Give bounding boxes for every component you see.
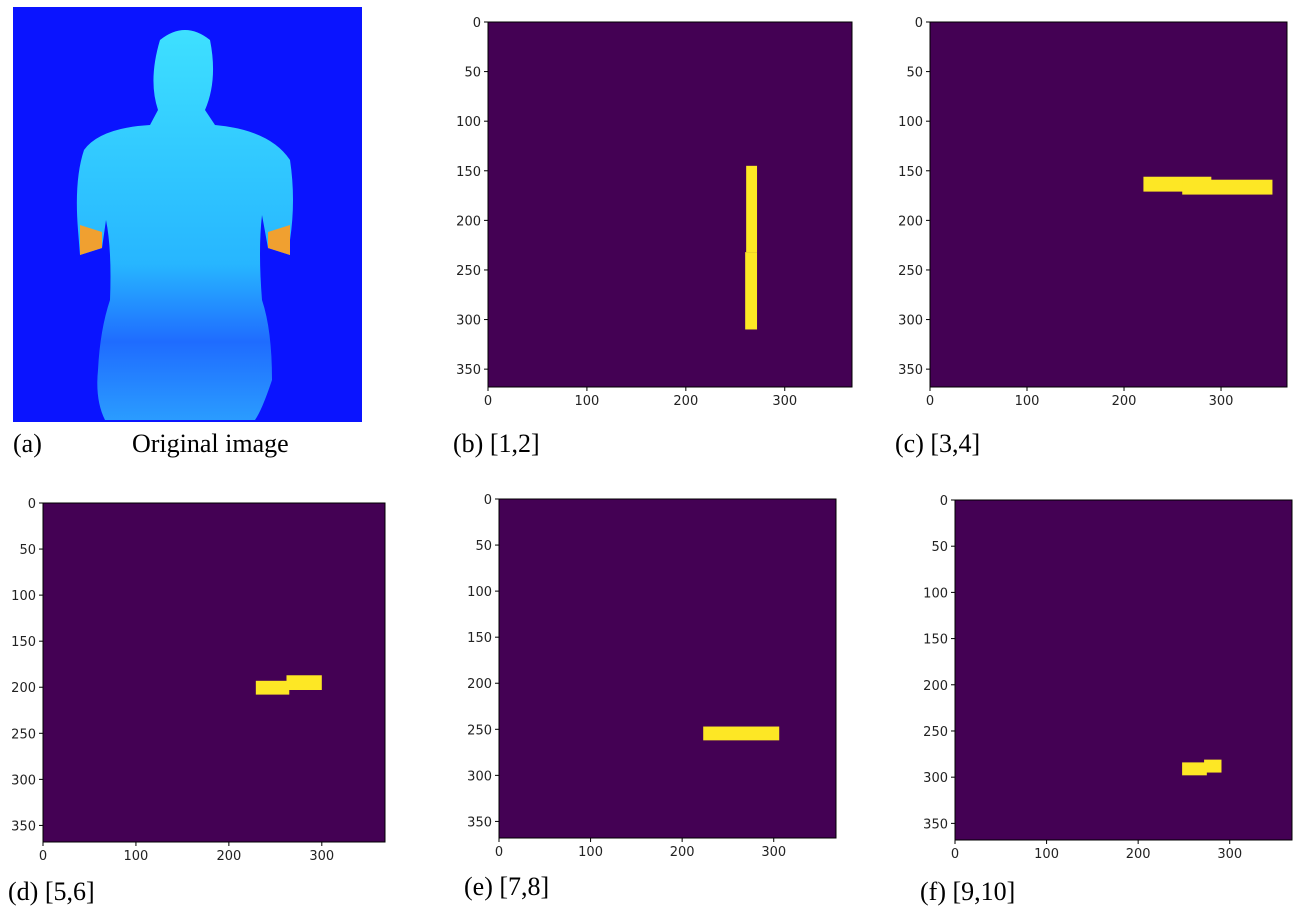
y-tick-label: 300 (923, 771, 948, 786)
y-tick-label: 300 (898, 314, 923, 329)
y-tick-label: 0 (484, 493, 492, 508)
y-tick-label: 50 (906, 66, 923, 81)
y-tick-label: 300 (456, 314, 481, 329)
original-image (13, 7, 362, 422)
caption: (d) [5,6] (8, 877, 95, 906)
x-tick-label: 100 (574, 394, 599, 409)
y-tick-label: 50 (464, 66, 481, 81)
mask-background (499, 499, 836, 838)
mask-region (1182, 762, 1207, 775)
mask-region (745, 252, 757, 329)
caption: (f) [9,10] (920, 877, 1015, 906)
y-tick-label: 250 (11, 727, 36, 742)
x-tick-label: 300 (761, 845, 786, 860)
y-tick-label: 350 (923, 817, 948, 832)
x-tick-label: 100 (1015, 394, 1040, 409)
figure: (a) Original image 0 100 200 300 0 50 100 150 20… (0, 0, 1298, 916)
y-tick-label: 0 (940, 494, 948, 509)
x-tick-label: 300 (1209, 394, 1234, 409)
y-tick-label: 0 (915, 16, 923, 31)
y-tick-label: 50 (19, 543, 36, 558)
y-tick-label: 200 (11, 681, 36, 696)
y-tick-label: 150 (898, 165, 923, 180)
x-tick-label: 0 (39, 849, 47, 864)
y-tick-label: 50 (931, 540, 948, 555)
caption: (b) [1,2] (453, 429, 540, 458)
y-tick-label: 150 (467, 631, 492, 646)
x-tick-label: 200 (1126, 847, 1151, 862)
caption: (e) [7,8] (464, 872, 549, 901)
mask-region (1204, 760, 1221, 773)
x-tick-label: 200 (216, 849, 241, 864)
x-tick-label: 200 (673, 394, 698, 409)
y-tick-label: 150 (456, 165, 481, 180)
x-tick-label: 0 (484, 394, 492, 409)
x-tick-label: 300 (772, 394, 797, 409)
y-tick-label: 100 (456, 115, 481, 130)
y-tick-label: 0 (473, 16, 481, 31)
y-tick-label: 150 (923, 633, 948, 648)
y-tick-label: 350 (898, 363, 923, 378)
mask-background (955, 500, 1292, 840)
x-tick-label: 200 (1112, 394, 1137, 409)
y-tick-label: 300 (11, 773, 36, 788)
x-tick-label: 100 (578, 845, 603, 860)
y-tick-label: 100 (923, 586, 948, 601)
x-tick-label: 0 (951, 847, 959, 862)
y-tick-label: 200 (923, 679, 948, 694)
y-tick-label: 200 (898, 214, 923, 229)
mask-background (488, 22, 852, 387)
y-tick-label: 350 (456, 363, 481, 378)
y-tick-label: 200 (467, 677, 492, 692)
y-tick-label: 250 (923, 725, 948, 740)
x-tick-label: 200 (670, 845, 695, 860)
y-tick-label: 0 (28, 497, 36, 512)
x-tick-label: 0 (926, 394, 934, 409)
y-tick-label: 100 (467, 585, 492, 600)
mask-background (43, 503, 385, 842)
caption-label: (a) (13, 429, 42, 458)
mask-background (930, 22, 1287, 387)
y-tick-label: 200 (456, 214, 481, 229)
y-tick-label: 100 (11, 589, 36, 604)
mask-region (1182, 180, 1272, 195)
mask-region (286, 675, 321, 690)
mask-region (256, 681, 289, 695)
y-tick-label: 350 (467, 815, 492, 830)
x-tick-label: 100 (124, 849, 149, 864)
y-tick-label: 50 (475, 539, 492, 554)
mask-region (703, 727, 779, 741)
y-tick-label: 350 (11, 819, 36, 834)
y-tick-label: 150 (11, 635, 36, 650)
caption: (c) [3,4] (895, 429, 980, 458)
x-tick-label: 0 (495, 845, 503, 860)
y-tick-label: 100 (898, 115, 923, 130)
y-tick-label: 250 (898, 264, 923, 279)
x-tick-label: 300 (309, 849, 334, 864)
x-tick-label: 300 (1217, 847, 1242, 862)
y-tick-label: 300 (467, 769, 492, 784)
y-tick-label: 250 (467, 723, 492, 738)
x-tick-label: 100 (1034, 847, 1059, 862)
caption: Original image (132, 429, 289, 458)
mask-region (746, 166, 757, 252)
y-tick-label: 250 (456, 264, 481, 279)
